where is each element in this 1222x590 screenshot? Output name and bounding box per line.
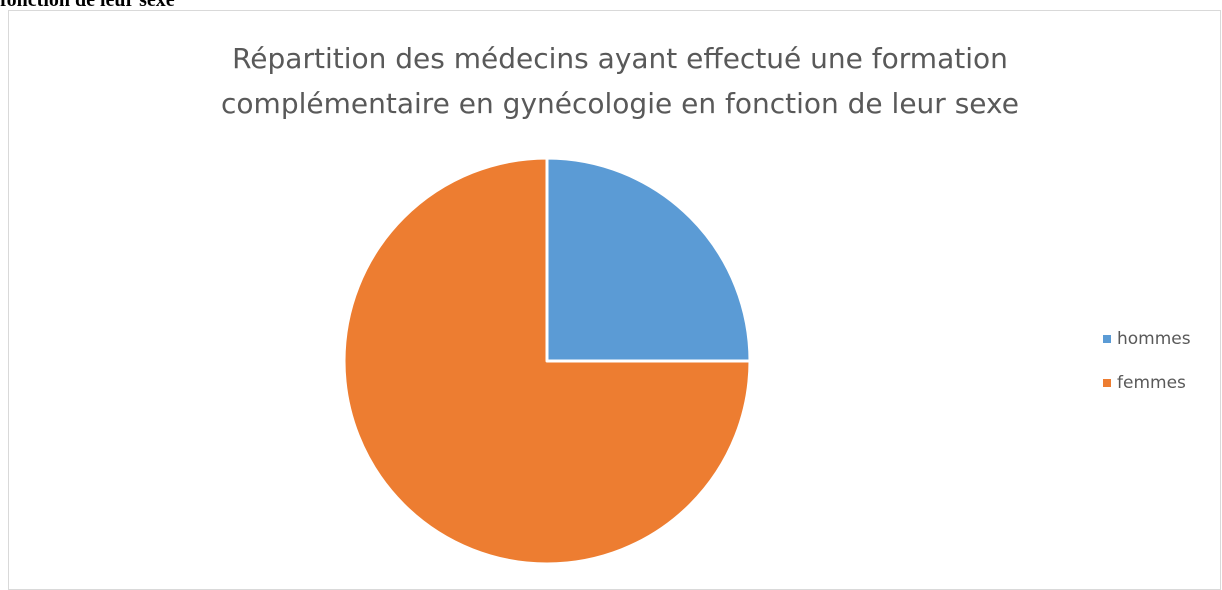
legend-swatch [1103,379,1111,387]
legend-swatch [1103,335,1111,343]
pie-slice [342,156,752,566]
caption: fonction de leur sexe [0,0,175,11]
legend-label: femmes [1117,373,1186,393]
chart-title: Répartition des médecins ayant effectué … [221,42,1019,120]
legend-label: hommes [1117,329,1191,349]
pie-slice [545,156,752,363]
